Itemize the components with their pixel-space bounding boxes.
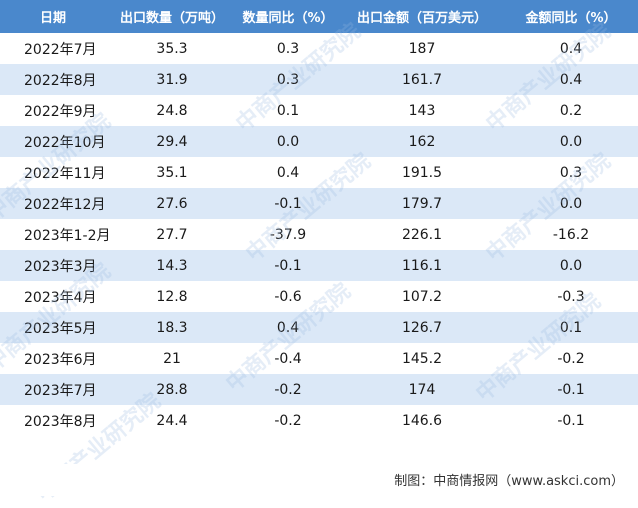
cell-value-yoy: 0.4 bbox=[559, 71, 583, 88]
footer bbox=[0, 464, 638, 496]
cell-export-volume: 14.3 bbox=[156, 257, 188, 274]
table-row: 2022年10月 29.4 0.0 162 0.0 bbox=[0, 126, 638, 157]
table-row: 2023年8月 24.4 -0.2 146.6 -0.1 bbox=[0, 405, 638, 436]
header-value-yoy: 金额同比（%） bbox=[525, 11, 617, 26]
table-row: 2022年7月 35.3 0.3 187 0.4 bbox=[0, 33, 638, 64]
cell-export-volume: 29.4 bbox=[156, 133, 188, 150]
cell-value-yoy: 0.4 bbox=[559, 40, 583, 57]
cell-export-value: 107.2 bbox=[401, 288, 443, 305]
cell-date: 2023年8月 bbox=[24, 413, 97, 430]
cell-date: 2022年9月 bbox=[24, 103, 97, 120]
cell-value-yoy: -0.3 bbox=[557, 288, 585, 305]
cell-value-yoy: -0.1 bbox=[557, 381, 585, 398]
table-row: 2023年6月 21 -0.4 145.2 -0.2 bbox=[0, 343, 638, 374]
cell-value-yoy: -16.2 bbox=[552, 226, 590, 243]
cell-export-volume: 27.7 bbox=[156, 226, 188, 243]
cell-export-volume: 28.8 bbox=[156, 381, 188, 398]
cell-export-value: 191.5 bbox=[401, 164, 443, 181]
cell-date: 2023年7月 bbox=[24, 382, 97, 399]
cell-volume-yoy: 0.4 bbox=[276, 164, 300, 181]
cell-export-volume: 35.3 bbox=[156, 40, 188, 57]
cell-export-value: 162 bbox=[408, 133, 436, 150]
cell-export-value: 143 bbox=[408, 102, 436, 119]
table-row: 2023年3月 14.3 -0.1 116.1 0.0 bbox=[0, 250, 638, 281]
table-row: 2022年8月 31.9 0.3 161.7 0.4 bbox=[0, 64, 638, 95]
cell-date: 2022年10月 bbox=[24, 134, 106, 151]
cell-export-value: 179.7 bbox=[401, 195, 443, 212]
header-export-volume: 出口数量（万吨） bbox=[119, 11, 224, 26]
table-row: 2023年1-2月 27.7 -37.9 226.1 -16.2 bbox=[0, 219, 638, 250]
header-date: 日期 bbox=[40, 11, 67, 26]
cell-volume-yoy: -0.1 bbox=[274, 195, 302, 212]
cell-export-value: 226.1 bbox=[401, 226, 443, 243]
cell-volume-yoy: 0.1 bbox=[276, 102, 300, 119]
cell-export-volume: 35.1 bbox=[156, 164, 188, 181]
cell-volume-yoy: -0.1 bbox=[274, 257, 302, 274]
cell-export-value: 146.6 bbox=[401, 412, 443, 429]
cell-export-volume: 27.6 bbox=[156, 195, 188, 212]
table-header: 日期 出口数量（万吨） 数量同比（%） 出口金额（百万美元） 金额同比（%） bbox=[0, 0, 638, 33]
cell-value-yoy: 0.1 bbox=[559, 319, 583, 336]
source-credit: 制图：中商情报网（www.askci.com） bbox=[394, 474, 624, 489]
cell-value-yoy: -0.1 bbox=[557, 412, 585, 429]
cell-export-value: 174 bbox=[408, 381, 436, 398]
cell-value-yoy: 0.2 bbox=[559, 102, 583, 119]
cell-volume-yoy: 0.3 bbox=[276, 40, 300, 57]
cell-volume-yoy: 0.3 bbox=[276, 71, 300, 88]
cell-volume-yoy: -0.4 bbox=[274, 350, 302, 367]
cell-export-volume: 12.8 bbox=[156, 288, 188, 305]
cell-value-yoy: 0.3 bbox=[559, 164, 583, 181]
cell-export-volume: 18.3 bbox=[156, 319, 188, 336]
cell-date: 2023年6月 bbox=[24, 351, 97, 368]
table-row: 2022年9月 24.8 0.1 143 0.2 bbox=[0, 95, 638, 126]
cell-export-volume: 24.8 bbox=[156, 102, 188, 119]
cell-value-yoy: 0.0 bbox=[559, 195, 583, 212]
table-row: 2023年4月 12.8 -0.6 107.2 -0.3 bbox=[0, 281, 638, 312]
cell-value-yoy: 0.0 bbox=[559, 133, 583, 150]
cell-export-value: 116.1 bbox=[401, 257, 443, 274]
cell-export-volume: 31.9 bbox=[156, 71, 188, 88]
cell-export-value: 187 bbox=[408, 40, 436, 57]
table-row: 2022年12月 27.6 -0.1 179.7 0.0 bbox=[0, 188, 638, 219]
cell-date: 2023年4月 bbox=[24, 289, 97, 306]
cell-volume-yoy: -37.9 bbox=[269, 226, 307, 243]
header-export-value: 出口金额（百万美元） bbox=[356, 11, 487, 26]
cell-date: 2023年5月 bbox=[24, 320, 97, 337]
cell-volume-yoy: 0.4 bbox=[276, 319, 300, 336]
cell-date: 2023年3月 bbox=[24, 258, 97, 275]
cell-date: 2023年1-2月 bbox=[24, 227, 108, 244]
cell-volume-yoy: -0.6 bbox=[274, 288, 302, 305]
cell-date: 2022年11月 bbox=[24, 165, 106, 182]
table-row: 2022年11月 35.1 0.4 191.5 0.3 bbox=[0, 157, 638, 188]
table-body: 2022年7月 35.3 0.3 187 0.4 2022年8月 31.9 0.3 161.7 0… bbox=[0, 33, 638, 436]
cell-export-value: 161.7 bbox=[401, 71, 443, 88]
header-volume-yoy: 数量同比（%） bbox=[242, 11, 334, 26]
cell-volume-yoy: -0.2 bbox=[274, 412, 302, 429]
data-table: 日期 出口数量（万吨） 数量同比（%） 出口金额（百万美元） 金额同比（%） 2… bbox=[0, 0, 638, 436]
table-row: 2023年7月 28.8 -0.2 174 -0.1 bbox=[0, 374, 638, 405]
cell-volume-yoy: -0.2 bbox=[274, 381, 302, 398]
cell-date: 2022年12月 bbox=[24, 196, 106, 213]
cell-export-value: 145.2 bbox=[401, 350, 443, 367]
cell-export-volume: 24.4 bbox=[156, 412, 188, 429]
table-row: 2023年5月 18.3 0.4 126.7 0.1 bbox=[0, 312, 638, 343]
cell-export-value: 126.7 bbox=[401, 319, 443, 336]
cell-export-volume: 21 bbox=[163, 350, 181, 367]
cell-date: 2022年8月 bbox=[24, 72, 97, 89]
cell-date: 2022年7月 bbox=[24, 41, 97, 58]
cell-value-yoy: -0.2 bbox=[557, 350, 585, 367]
cell-value-yoy: 0.0 bbox=[559, 257, 583, 274]
cell-volume-yoy: 0.0 bbox=[276, 133, 300, 150]
